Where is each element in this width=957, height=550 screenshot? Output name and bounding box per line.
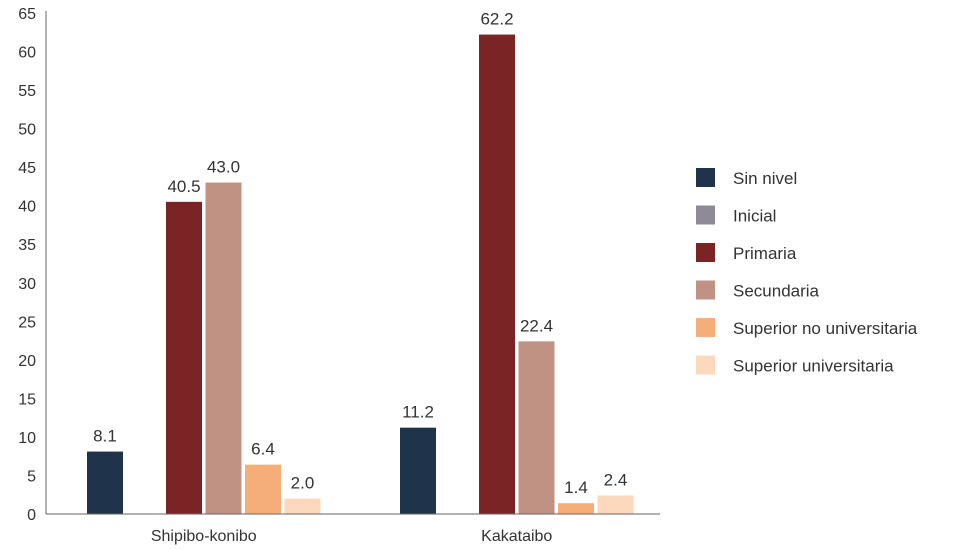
data-label-superior-universitaria-kakataibo: 2.4 — [604, 471, 628, 490]
bar-secundaria-shipibo-konibo — [205, 182, 242, 515]
bar-sin-nivel-shipibo-konibo — [87, 451, 123, 514]
x-category-label-shipibo-konibo: Shipibo-konibo — [151, 528, 257, 545]
bar-secundaria-kakataibo — [518, 341, 555, 514]
y-tick-label: 45 — [18, 160, 36, 177]
legend-label-secundaria: Secundaria — [733, 282, 820, 301]
y-tick-label: 30 — [18, 276, 36, 293]
legend: Sin nivel Inicial Primaria Secundaria Superi… — [696, 168, 918, 376]
y-tick-label: 50 — [18, 122, 36, 139]
data-label-superior-no-universitaria-kakataibo: 1.4 — [564, 478, 588, 497]
bar-sin-nivel-kakataibo — [400, 427, 436, 514]
legend-label-superior-universitaria: Superior universitaria — [733, 357, 894, 376]
bar-superior-universitaria-shipibo-konibo — [284, 498, 321, 514]
y-tick-label: 5 — [27, 468, 36, 485]
legend-swatch-inicial — [696, 205, 715, 225]
legend-label-primaria: Primaria — [733, 244, 797, 263]
legend-label-superior-no-universitaria: Superior no universitaria — [733, 319, 918, 338]
data-label-sin-nivel-kakataibo: 11.2 — [402, 403, 434, 422]
bar-superior-universitaria-kakataibo — [597, 495, 634, 514]
bar-superior-no-universitaria-kakataibo — [558, 503, 594, 514]
bar-superior-no-universitaria-shipibo-konibo — [245, 464, 281, 514]
data-label-superior-no-universitaria-shipibo-konibo: 6.4 — [251, 440, 275, 459]
bar-primaria-kakataibo — [479, 34, 515, 514]
bars: 8.1 40.5 43.0 6.4 2.0 11.2 62.2 22.4 1.4 2.4 — [87, 10, 634, 515]
data-label-secundaria-shipibo-konibo: 43.0 — [207, 158, 240, 177]
y-tick-label: 55 — [18, 83, 36, 100]
legend-label-inicial: Inicial — [733, 207, 776, 226]
y-tick-label: 65 — [18, 6, 36, 23]
y-tick-label: 0 — [27, 507, 36, 524]
y-tick-label: 35 — [18, 237, 36, 254]
bar-primaria-shipibo-konibo — [166, 201, 202, 515]
legend-label-sin-nivel: Sin nivel — [733, 169, 797, 188]
data-label-primaria-shipibo-konibo: 40.5 — [167, 177, 200, 196]
y-tick-label: 20 — [18, 353, 36, 370]
y-tick-label: 40 — [18, 199, 36, 216]
y-axis: 0 5 10 15 20 25 30 35 40 45 50 55 60 65 — [18, 6, 47, 524]
y-tick-label: 15 — [18, 391, 36, 408]
data-label-secundaria-kakataibo: 22.4 — [520, 316, 553, 335]
legend-swatch-primaria — [696, 243, 715, 262]
x-axis: Shipibo-konibo Kakataibo — [46, 513, 660, 545]
data-label-sin-nivel-shipibo-konibo: 8.1 — [93, 427, 117, 446]
y-tick-label: 10 — [18, 430, 36, 447]
legend-swatch-sin-nivel — [696, 168, 715, 187]
data-label-primaria-kakataibo: 62.2 — [480, 10, 513, 29]
legend-swatch-superior-no-universitaria — [696, 318, 715, 337]
data-label-superior-universitaria-shipibo-konibo: 2.0 — [291, 474, 315, 493]
y-tick-label: 60 — [18, 45, 36, 62]
legend-swatch-superior-universitaria — [696, 355, 715, 375]
legend-swatch-secundaria — [696, 280, 715, 300]
x-category-label-kakataibo: Kakataibo — [481, 528, 552, 545]
y-tick-label: 25 — [18, 314, 36, 331]
